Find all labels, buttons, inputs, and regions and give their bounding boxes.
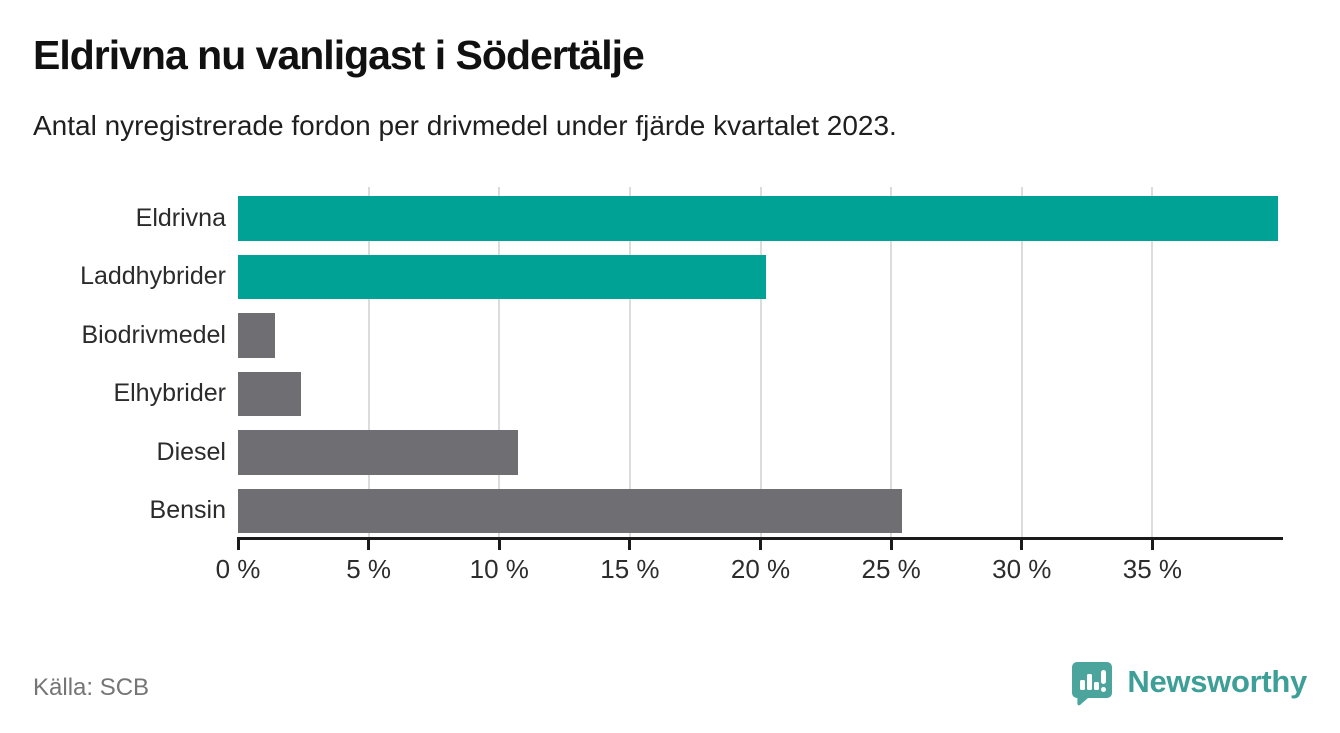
gridline <box>367 187 370 538</box>
category-label: Bensin <box>149 496 226 525</box>
page-title: Eldrivna nu vanligast i Södertälje <box>33 32 645 78</box>
gridline <box>628 187 631 538</box>
source-note: Källa: SCB <box>33 674 150 701</box>
x-axis-line <box>237 537 1283 540</box>
brand-name: Newsworthy <box>1127 664 1307 699</box>
bar-diesel <box>238 430 518 475</box>
bar-eldrivna <box>238 196 1278 241</box>
brand-logo: Newsworthy <box>1068 658 1307 706</box>
tick-mark <box>889 540 893 550</box>
chart-subtitle: Antal nyregistrerade fordon per drivmede… <box>33 110 897 141</box>
category-label: Diesel <box>156 437 226 466</box>
tick-label: 20 % <box>730 554 791 584</box>
tick-mark <box>367 540 371 550</box>
category-label: Eldrivna <box>135 203 226 232</box>
tick-label: 30 % <box>992 554 1052 584</box>
x-axis-ticks: 0 % 5 % 10 % 15 % 20 % 25 % 30 % 35 % <box>216 540 1283 590</box>
tick-mark <box>628 540 632 550</box>
newsworthy-bubble-icon <box>1068 658 1116 706</box>
tick-mark <box>236 540 240 550</box>
gridline <box>1151 187 1154 538</box>
bar-elhybrider <box>238 371 301 416</box>
plot-area <box>238 187 1283 538</box>
tick-mark <box>759 540 762 550</box>
gridline <box>498 187 501 538</box>
gridline <box>759 187 762 538</box>
tick-label: 5 % <box>346 554 392 584</box>
bar-bensin <box>238 488 902 533</box>
tick-label: 35 % <box>1122 554 1183 584</box>
gridline <box>1020 187 1023 538</box>
tick-mark <box>1020 540 1024 550</box>
category-label: Elhybrider <box>113 379 226 408</box>
bar-laddhybrider <box>238 254 766 299</box>
tick-label: 15 % <box>600 554 660 584</box>
tick-label: 25 % <box>861 554 921 584</box>
tick-mark <box>1150 540 1154 550</box>
category-label: Biodrivmedel <box>81 320 226 349</box>
category-labels: Eldrivna Laddhybrider Biodrivmedel Elhybrid… <box>0 187 226 538</box>
tick-label: 10 % <box>469 554 529 584</box>
gridline <box>890 187 893 538</box>
tick-label: 0 % <box>215 554 261 584</box>
tick-mark <box>497 540 501 550</box>
category-label: Laddhybrider <box>80 262 226 291</box>
bar-biodrivmedel <box>238 313 275 358</box>
